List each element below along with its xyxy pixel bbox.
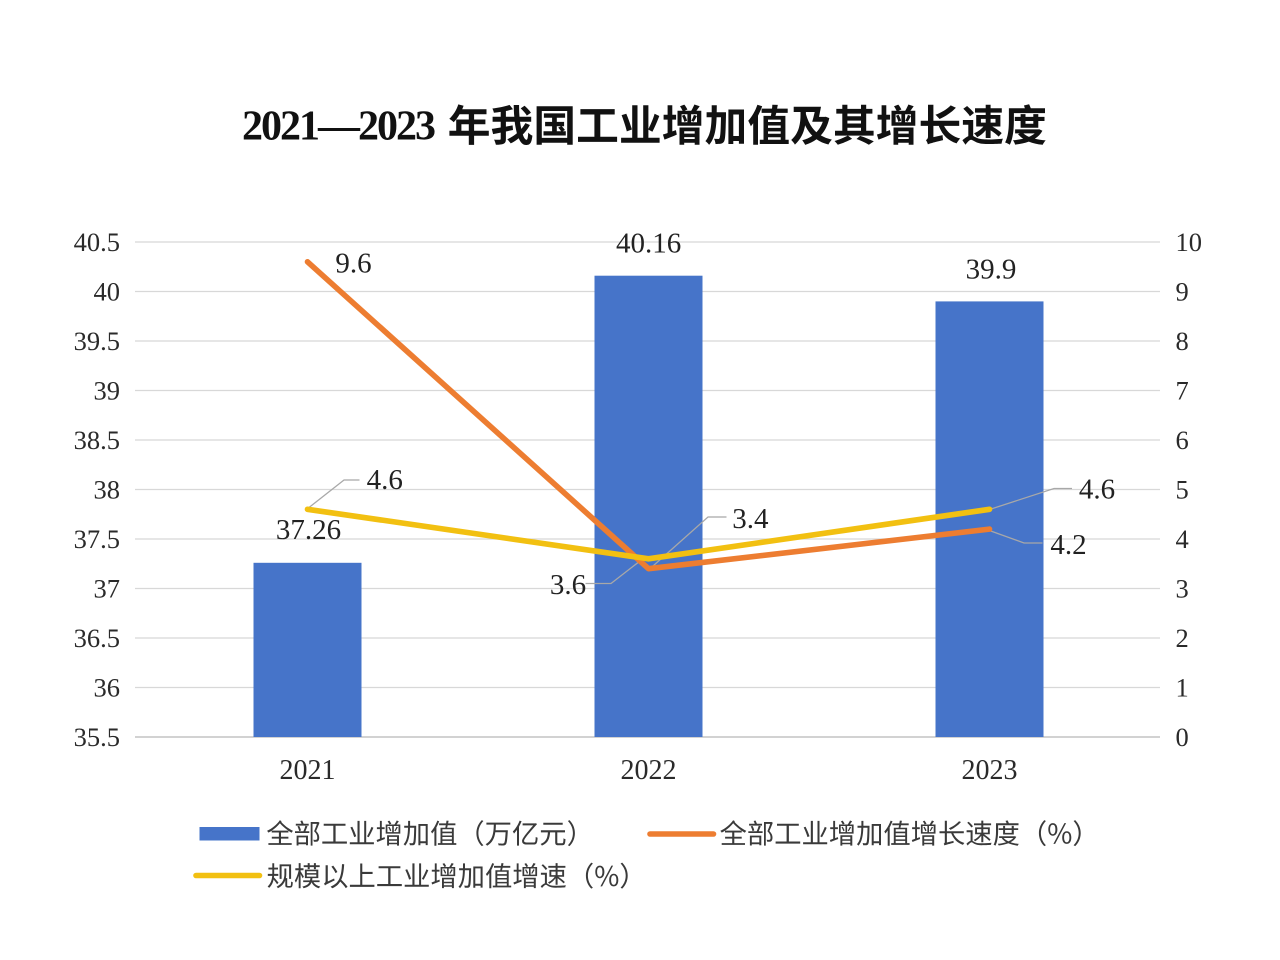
svg-text:2021—2023: 2021—2023 bbox=[242, 104, 436, 150]
svg-text:7: 7 bbox=[1176, 376, 1189, 406]
svg-text:4.6: 4.6 bbox=[367, 464, 403, 496]
svg-text:3: 3 bbox=[1176, 574, 1189, 604]
svg-text:2022: 2022 bbox=[621, 755, 677, 786]
svg-text:4.6: 4.6 bbox=[1079, 474, 1115, 506]
svg-text:9.6: 9.6 bbox=[335, 248, 371, 280]
svg-text:40: 40 bbox=[94, 277, 121, 307]
svg-text:0: 0 bbox=[1176, 722, 1189, 752]
svg-text:4: 4 bbox=[1176, 524, 1189, 554]
svg-text:3.4: 3.4 bbox=[732, 503, 769, 535]
svg-text:38.5: 38.5 bbox=[74, 425, 120, 455]
svg-text:38: 38 bbox=[94, 475, 121, 505]
svg-text:1: 1 bbox=[1176, 673, 1189, 703]
svg-text:39.9: 39.9 bbox=[966, 254, 1017, 286]
svg-text:9: 9 bbox=[1176, 277, 1189, 307]
svg-text:36: 36 bbox=[94, 673, 121, 703]
svg-text:2023: 2023 bbox=[962, 755, 1018, 786]
svg-text:37.26: 37.26 bbox=[276, 514, 341, 546]
svg-text:6: 6 bbox=[1176, 425, 1189, 455]
svg-text:35.5: 35.5 bbox=[74, 722, 120, 752]
svg-text:2021: 2021 bbox=[280, 755, 336, 786]
svg-text:40.5: 40.5 bbox=[74, 227, 120, 257]
svg-text:40.16: 40.16 bbox=[616, 228, 681, 260]
svg-text:37.5: 37.5 bbox=[74, 524, 120, 554]
svg-text:2: 2 bbox=[1176, 623, 1189, 653]
svg-text:39: 39 bbox=[94, 376, 121, 406]
svg-text:5: 5 bbox=[1176, 475, 1189, 505]
svg-text:4.2: 4.2 bbox=[1050, 529, 1086, 561]
svg-text:37: 37 bbox=[94, 574, 121, 604]
svg-text:8: 8 bbox=[1176, 326, 1189, 356]
svg-text:3.6: 3.6 bbox=[550, 569, 586, 601]
svg-text:39.5: 39.5 bbox=[74, 326, 120, 356]
svg-text:36.5: 36.5 bbox=[74, 623, 120, 653]
svg-text:10: 10 bbox=[1176, 227, 1203, 257]
